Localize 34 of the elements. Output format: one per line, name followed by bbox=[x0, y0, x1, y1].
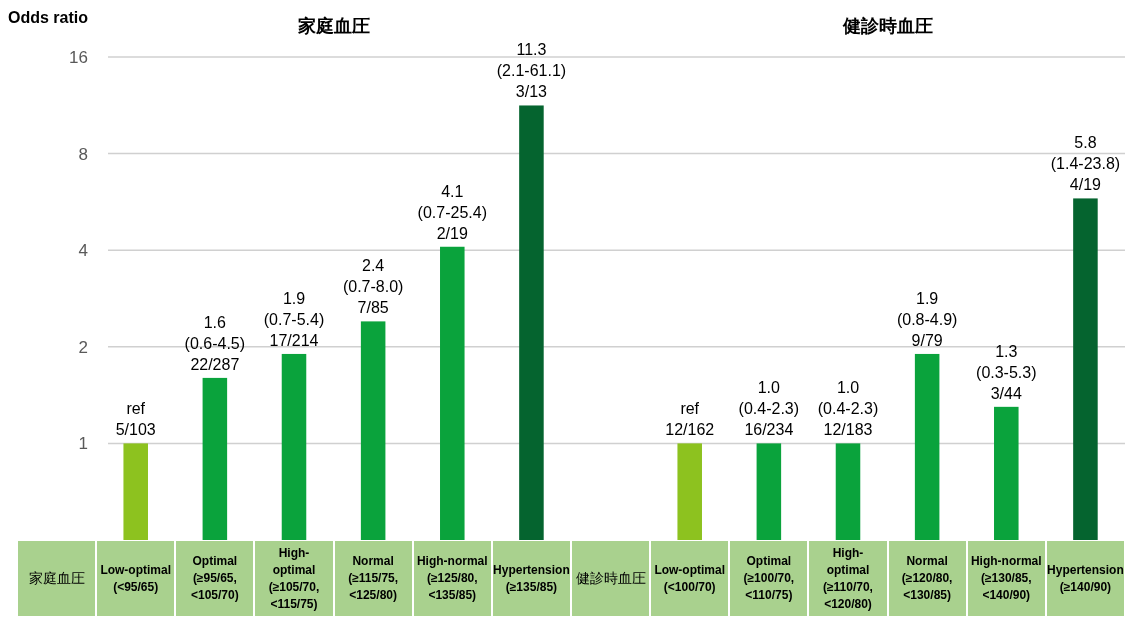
data-label: ref 12/162 bbox=[665, 400, 715, 439]
data-label: 11.3 (2.1-61.1) 3/13 bbox=[496, 41, 567, 101]
y-axis-title: Odds ratio bbox=[8, 9, 89, 26]
x-tick-label: Optimal (≥95/65, <105/70) bbox=[175, 540, 255, 617]
x-tick-label: High-normal (≥125/80, <135/85) bbox=[412, 540, 492, 617]
text: 健診時血圧 bbox=[841, 15, 933, 36]
data-label: 1.9 (0.8-4.9) 9/79 bbox=[896, 289, 958, 349]
y-tick-label: 4 bbox=[78, 241, 88, 261]
y-tick-label: 16 bbox=[69, 48, 88, 67]
x-tick-label: Low-optimal (<100/70) bbox=[650, 540, 730, 617]
data-label: 2.4 (0.7-8.0) 7/85 bbox=[342, 257, 404, 317]
data-label: 1.0 (0.4-2.3) 12/183 bbox=[817, 379, 879, 439]
data-label: 4.1 (0.7-25.4) 2/19 bbox=[417, 182, 487, 242]
data-label: 1.3 (0.3-5.3) 3/44 bbox=[976, 342, 1037, 402]
data-label: 5.8 (1.4-23.8) 4/19 bbox=[1050, 134, 1121, 194]
data-label: 1.0 (0.4-2.3) 16/234 bbox=[738, 379, 800, 439]
x-tick-label: Optimal (≥100/70, <110/75) bbox=[729, 540, 809, 617]
y-tick-label: 8 bbox=[78, 144, 88, 164]
x-tick-label: High-optimal (≥105/70, <115/75) bbox=[254, 540, 334, 617]
data-label: ref 5/103 bbox=[115, 400, 156, 439]
x-tick-label: Normal (≥115/75, <125/80) bbox=[333, 540, 413, 617]
data-label: 1.6 (0.6-4.5) 22/287 bbox=[184, 313, 246, 373]
x-tick-label: 健診時血圧 bbox=[571, 540, 651, 617]
text: 家庭血圧 bbox=[296, 15, 370, 36]
y-tick-label: 2 bbox=[78, 337, 88, 357]
y-tick-label: 1 bbox=[78, 434, 88, 454]
data-label: 1.9 (0.7-5.4) 17/214 bbox=[263, 289, 325, 349]
x-tick-label: High-normal (≥130/85, <140/90) bbox=[966, 540, 1046, 617]
x-tick-label: High-optimal (≥110/70, <120/80) bbox=[808, 540, 888, 617]
x-tick-label: Hypertension (≥140/90) bbox=[1045, 540, 1125, 617]
x-tick-label: Low-optimal (<95/65) bbox=[96, 540, 176, 617]
x-tick-label: Hypertension (≥135/85) bbox=[491, 540, 571, 617]
x-tick-label: 家庭血圧 bbox=[17, 540, 97, 617]
x-tick-label: Normal (≥120/80, <130/85) bbox=[887, 540, 967, 617]
